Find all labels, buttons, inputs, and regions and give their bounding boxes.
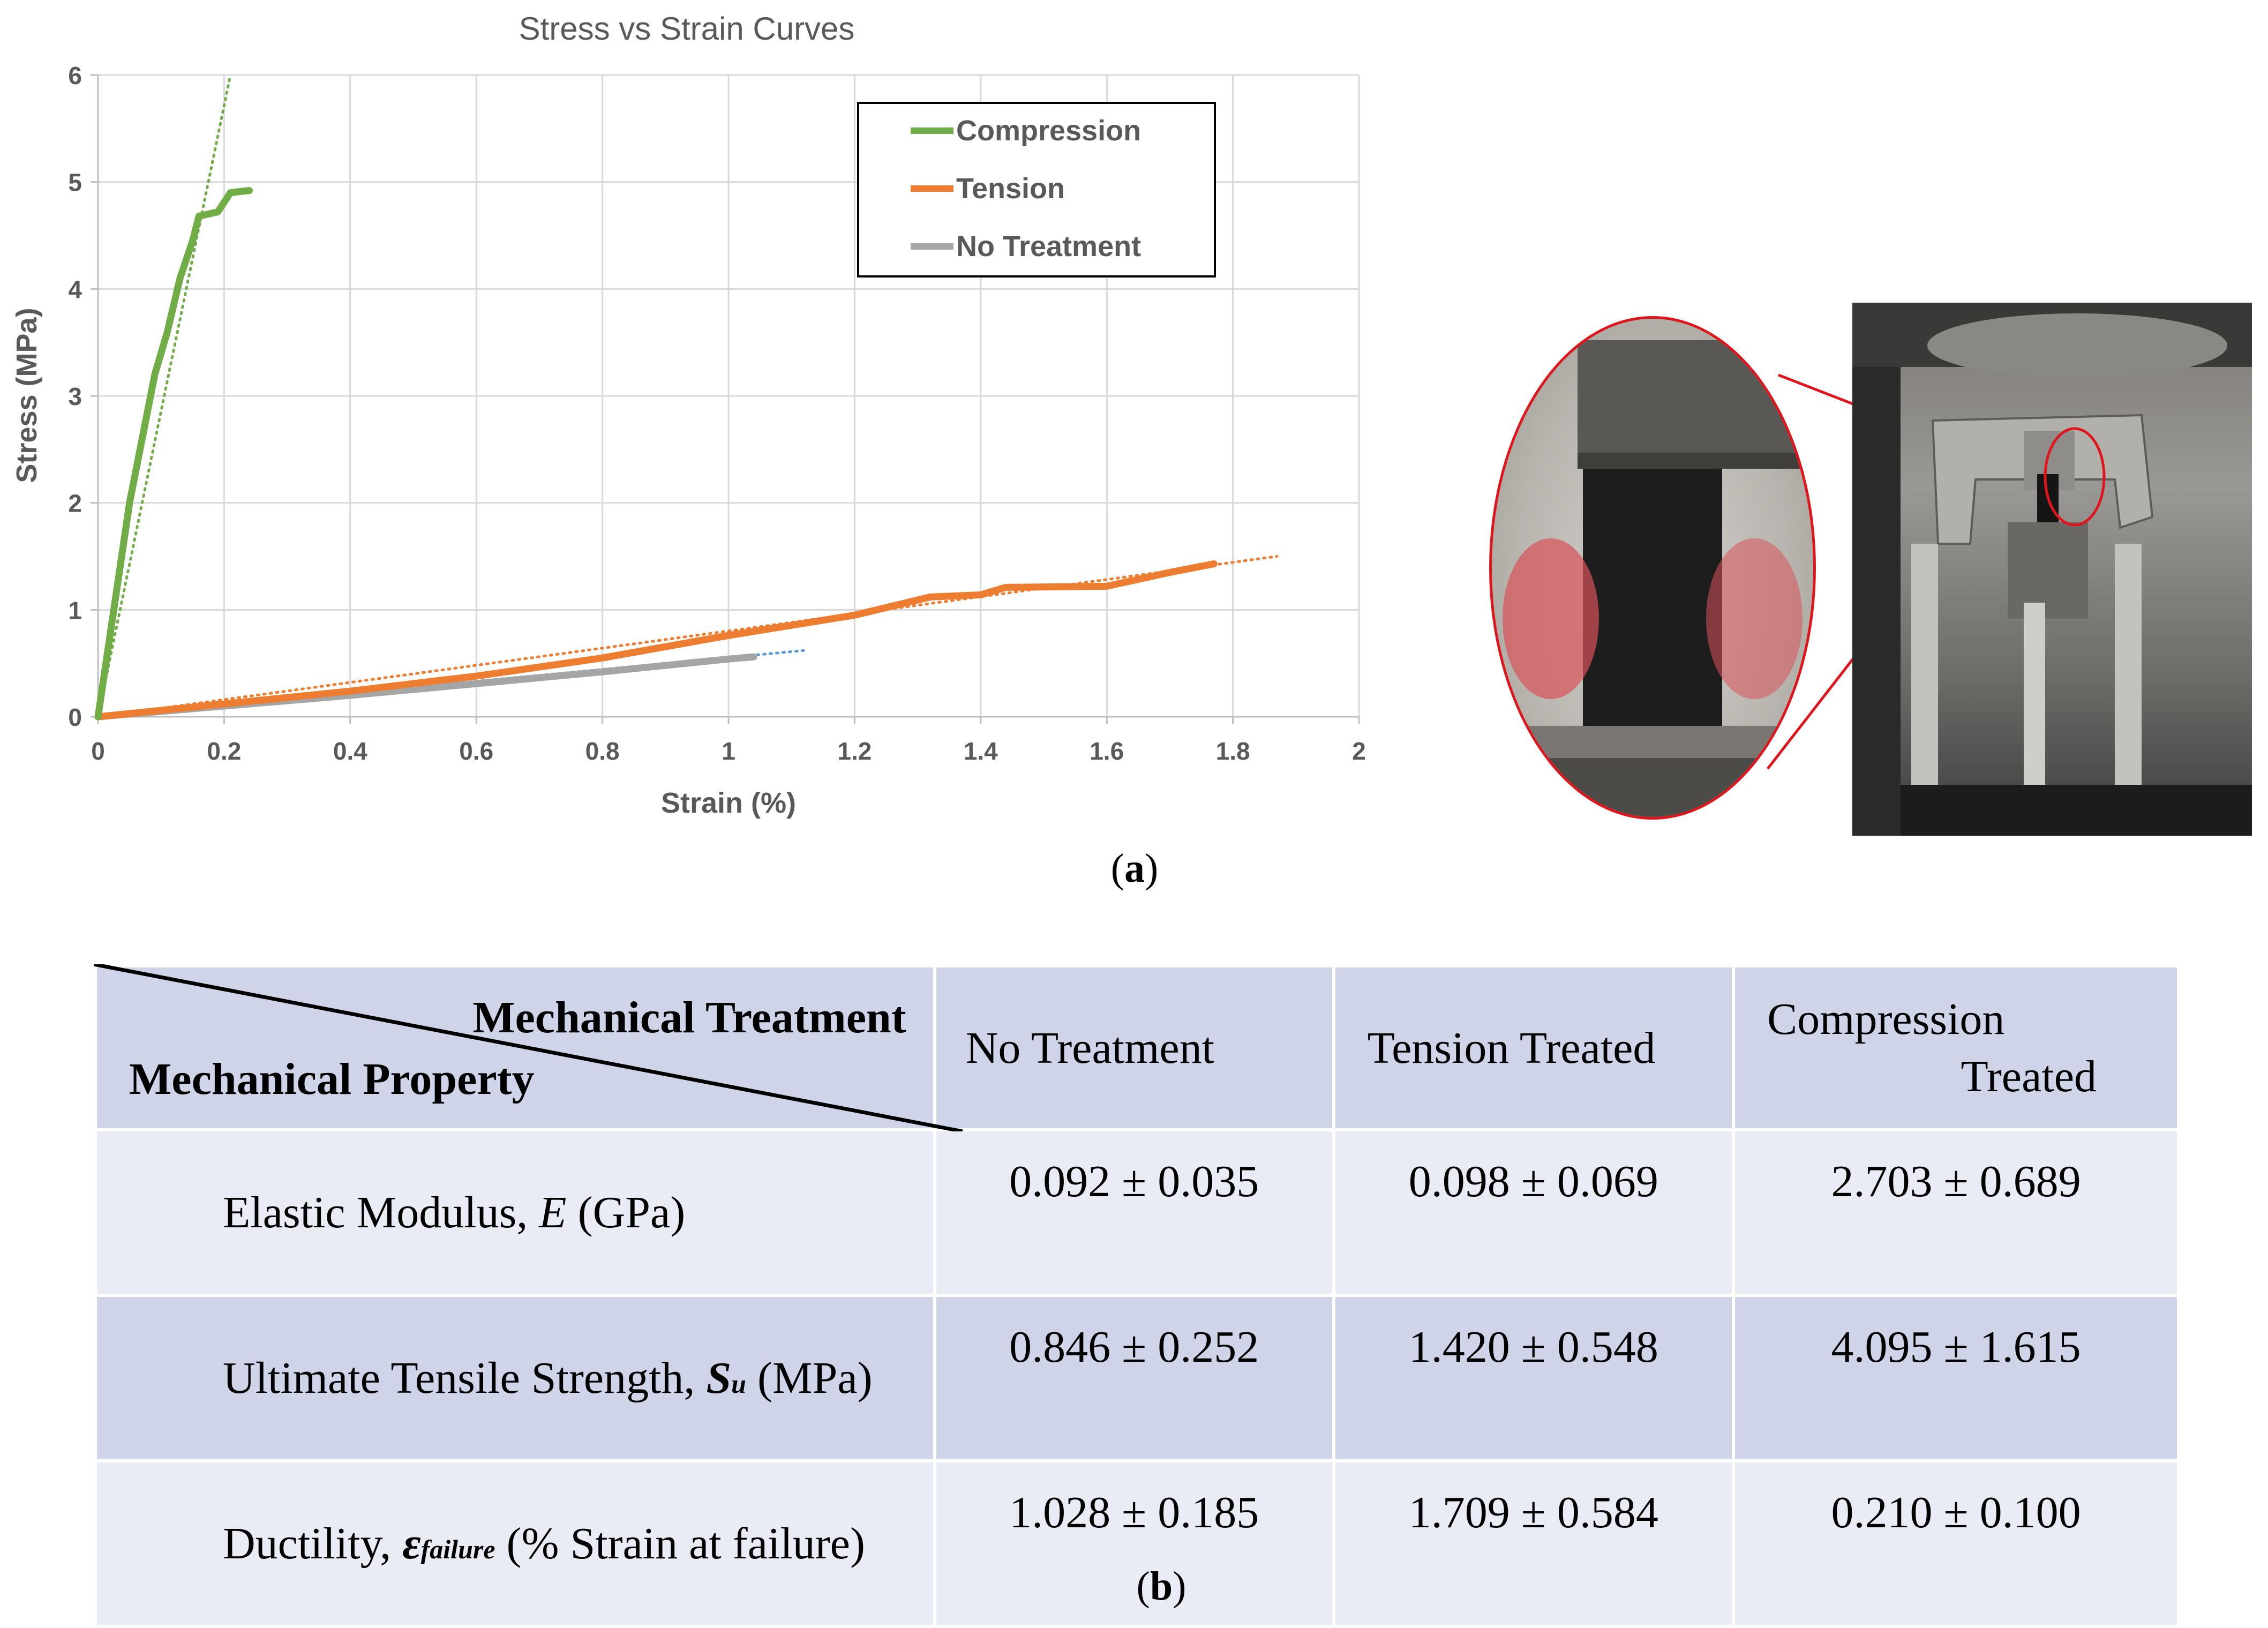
y-axis-label: Stress (MPa): [11, 307, 43, 483]
column-header-tension: Tension Treated: [1332, 964, 1736, 1131]
mechanical-properties-table: Mechanical Treatment Mechanical Property…: [94, 964, 2180, 1628]
column-header-no-treatment: No Treatment: [933, 964, 1335, 1131]
chart-tick-labels: 0 1 2 3 4 5 6 0 0.2 0.4 0.6 0.8 1 1.2 1.4 1.6 1.8 2: [68, 62, 1365, 765]
stress-strain-chart: Stress vs Strain Curves 0 1 2 3 4 5 6 0 0.2 0.4 0.…: [11, 11, 1366, 819]
compression-header-line1: Compression: [1767, 994, 2005, 1044]
y-tick-label: 4: [68, 275, 82, 303]
x-tick-label: 1.6: [1090, 737, 1124, 765]
value-cell: 1.028 ± 0.185: [933, 1459, 1335, 1628]
property-ductility: Ductility, εfailure (% Strain at failure…: [94, 1459, 936, 1628]
trendline-compression: [96, 73, 232, 718]
table-header-row: Mechanical Treatment Mechanical Property…: [94, 964, 2180, 1131]
column-header-compression: Compression Treated: [1732, 964, 2180, 1131]
x-tick-label: 0.8: [585, 737, 620, 765]
y-tick-label: 3: [68, 382, 82, 410]
series-line-compression: [94, 187, 253, 721]
panel-b-caption: (b): [1136, 1564, 1186, 1609]
corner-treatment-label: Mechanical Treatment: [472, 993, 906, 1042]
value-cell: 1.420 ± 0.548: [1332, 1294, 1736, 1462]
panel-a-caption: (a): [1110, 846, 1159, 891]
property-elastic-modulus: Elastic Modulus, E (GPa): [94, 1128, 936, 1297]
chart-title: Stress vs Strain Curves: [519, 11, 855, 47]
chart-series: [94, 187, 1218, 721]
x-tick-label: 0.4: [333, 737, 367, 765]
chart-axes: [91, 74, 1360, 724]
legend-label-compression: Compression: [956, 115, 1141, 147]
trendline-tension: [96, 555, 1279, 718]
compression-header-line2: Treated: [1961, 1052, 2097, 1101]
x-axis-label: Strain (%): [661, 787, 796, 819]
property-ultimate-tensile-strength: Ultimate Tensile Strength, Su (MPa): [94, 1294, 936, 1462]
y-tick-label: 6: [68, 62, 82, 89]
x-tick-label: 0.6: [459, 737, 493, 765]
x-tick-label: 2: [1352, 737, 1366, 765]
legend-label-no-treatment: No Treatment: [956, 230, 1141, 262]
x-tick-label: 1.8: [1216, 737, 1250, 765]
value-cell: 0.098 ± 0.069: [1332, 1128, 1736, 1297]
value-cell: 0.846 ± 0.252: [933, 1294, 1335, 1462]
value-cell: 1.709 ± 0.584: [1332, 1459, 1736, 1628]
fixture-icon: [1852, 303, 2252, 836]
x-tick-label: 0: [91, 737, 105, 765]
table-row: Elastic Modulus, E (GPa) 0.092 ± 0.035 0…: [94, 1128, 2180, 1297]
y-tick-label: 0: [68, 703, 82, 731]
legend-label-tension: Tension: [956, 172, 1065, 205]
value-cell: 2.703 ± 0.689: [1732, 1128, 2180, 1297]
table-corner-cell: Mechanical Treatment Mechanical Property: [94, 964, 963, 1131]
value-cell: 0.210 ± 0.100: [1732, 1459, 2180, 1628]
x-tick-label: 1.4: [964, 737, 998, 765]
value-cell: 4.095 ± 1.615: [1732, 1294, 2180, 1462]
y-tick-label: 5: [68, 169, 82, 197]
value-cell: 0.092 ± 0.035: [933, 1128, 1335, 1297]
series-line-tension: [94, 560, 1218, 721]
y-tick-label: 2: [68, 490, 82, 517]
x-tick-label: 0.2: [207, 737, 241, 765]
table-row: Ductility, εfailure (% Strain at failure…: [94, 1459, 2180, 1628]
test-fixture-photo: [1852, 303, 2252, 836]
corner-property-label: Mechanical Property: [129, 1054, 535, 1104]
corner-diagonal-line: [94, 964, 963, 1131]
chart-legend: Compression Tension No Treatment: [857, 102, 1216, 277]
test-fixture-photos: [1478, 300, 2268, 841]
x-tick-label: 1.2: [837, 737, 872, 765]
y-tick-label: 1: [68, 596, 82, 624]
x-tick-label: 1: [722, 737, 735, 765]
table-row: Ultimate Tensile Strength, Su (MPa) 0.84…: [94, 1294, 2180, 1462]
